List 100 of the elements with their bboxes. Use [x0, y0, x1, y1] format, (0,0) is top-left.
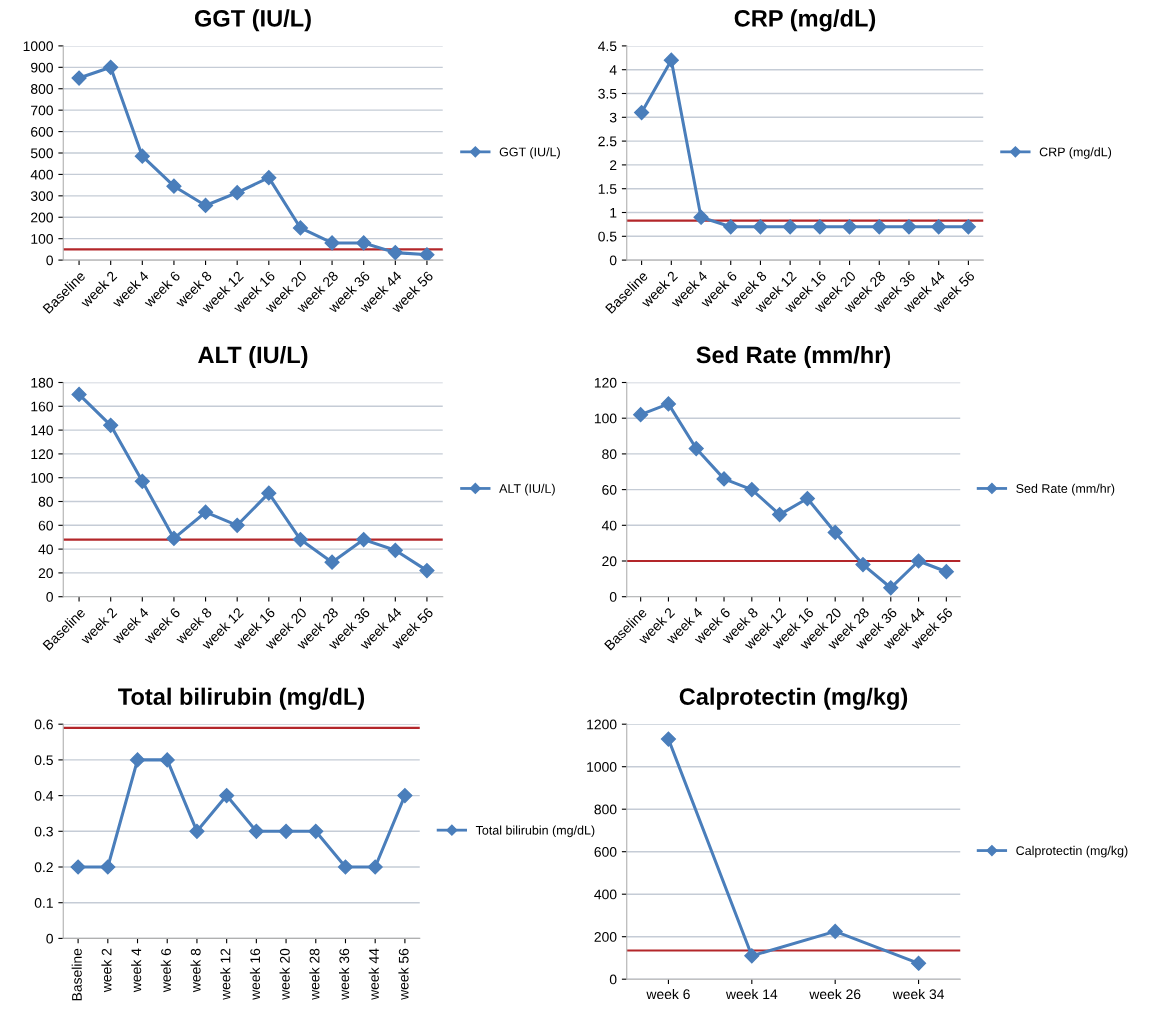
legend-label: Total bilirubin (mg/dL): [475, 825, 595, 838]
point: [660, 731, 677, 747]
point: [663, 52, 679, 68]
point: [387, 542, 403, 558]
point: [910, 955, 927, 971]
x-tick-label: week 12: [220, 948, 231, 1000]
y-tick-label: 900: [31, 62, 53, 73]
y-tick-label: 0: [46, 592, 53, 602]
x-tick-label: Baseline: [71, 948, 82, 1001]
y-tick-label: 0.6: [34, 719, 53, 730]
point: [723, 219, 739, 235]
x-tick-label: week 44: [368, 948, 379, 1000]
point: [716, 471, 732, 487]
point: [693, 209, 709, 225]
point: [883, 580, 899, 596]
point: [292, 220, 309, 236]
point: [71, 70, 87, 86]
point: [261, 485, 277, 501]
legend-label: Sed Rate (mm/hr): [1016, 483, 1115, 496]
point: [855, 556, 871, 573]
chart-title: Sed Rate (mm/hr): [696, 345, 891, 368]
point: [419, 562, 435, 579]
point: [197, 197, 214, 214]
point: [103, 417, 119, 433]
point: [910, 553, 927, 569]
y-tick-label: 0: [609, 255, 617, 266]
y-tick-label: 60: [38, 520, 53, 531]
point: [261, 170, 277, 186]
legend-label: Calprotectin (mg/kg): [1016, 845, 1128, 858]
y-tick-label: 20: [602, 556, 617, 567]
point: [633, 407, 649, 423]
x-tick-label: week 14: [725, 988, 778, 1000]
y-tick-label: 1000: [587, 762, 617, 772]
y-tick-label: 0: [609, 974, 617, 985]
point: [938, 564, 954, 580]
y-tick-label: 0.3: [34, 826, 53, 837]
y-tick-label: 4: [609, 65, 617, 75]
chart-title: Calprotectin (mg/kg): [679, 687, 908, 710]
y-tick-label: 1200: [587, 719, 617, 730]
y-tick-label: 80: [602, 449, 617, 460]
point: [219, 788, 235, 804]
legend-label: GGT (IU/L): [499, 147, 560, 159]
y-tick-label: 400: [594, 889, 617, 900]
point: [278, 823, 294, 839]
x-tick-label: week 8: [190, 948, 201, 993]
y-tick-label: 400: [30, 169, 53, 180]
x-tick-label: week 6: [160, 948, 171, 993]
x-tick-label: week 34: [892, 988, 945, 1000]
y-tick-label: 3: [609, 112, 617, 123]
point: [419, 247, 435, 261]
chart-title: Total bilirubin (mg/dL): [118, 687, 365, 710]
point: [397, 788, 413, 804]
y-tick-label: 0.2: [34, 862, 53, 873]
point: [901, 219, 917, 235]
y-tick-label: 500: [30, 148, 53, 159]
point: [189, 823, 205, 839]
point: [782, 219, 798, 235]
point: [159, 752, 175, 768]
point: [166, 530, 182, 546]
x-tick-label: week 36: [339, 948, 350, 1000]
y-tick-label: 0: [609, 592, 617, 602]
point: [308, 823, 324, 839]
point: [634, 104, 650, 121]
y-tick-label: 200: [31, 212, 53, 223]
point: [229, 517, 245, 533]
chart-title: CRP (mg/dL): [734, 9, 876, 32]
y-tick-label: 40: [601, 520, 617, 531]
y-tick-label: 0.4: [34, 790, 54, 801]
chart-title: ALT (IU/L): [198, 345, 308, 368]
x-tick-label: week 2: [101, 948, 112, 993]
y-tick-label: 2.5: [598, 136, 617, 147]
x-tick-label: week 26: [809, 988, 861, 1000]
y-tick-label: 20: [38, 568, 53, 579]
y-tick-label: 800: [30, 84, 53, 94]
point: [752, 219, 769, 235]
point: [100, 859, 116, 875]
point: [324, 235, 340, 251]
point: [960, 219, 976, 235]
y-tick-label: 0.5: [34, 755, 53, 766]
point: [71, 386, 87, 402]
point: [356, 532, 372, 548]
x-tick-label: week 4: [131, 948, 142, 993]
point: [827, 923, 843, 939]
x-tick-label: week 16: [249, 948, 261, 1000]
point: [324, 554, 340, 570]
point: [70, 859, 86, 875]
point: [688, 440, 704, 457]
y-tick-label: 140: [31, 425, 53, 436]
y-tick-label: 700: [31, 105, 53, 116]
point: [356, 235, 372, 251]
y-tick-label: 1.5: [598, 184, 617, 194]
y-tick-label: 600: [594, 847, 617, 857]
point: [248, 823, 264, 839]
y-tick-label: 600: [31, 126, 53, 137]
x-tick-label: week 56: [398, 948, 409, 1000]
y-tick-label: 100: [594, 413, 617, 424]
point: [812, 219, 828, 235]
y-tick-label: 120: [594, 377, 617, 388]
y-tick-label: 300: [30, 191, 53, 202]
y-tick-label: 100: [31, 473, 53, 483]
